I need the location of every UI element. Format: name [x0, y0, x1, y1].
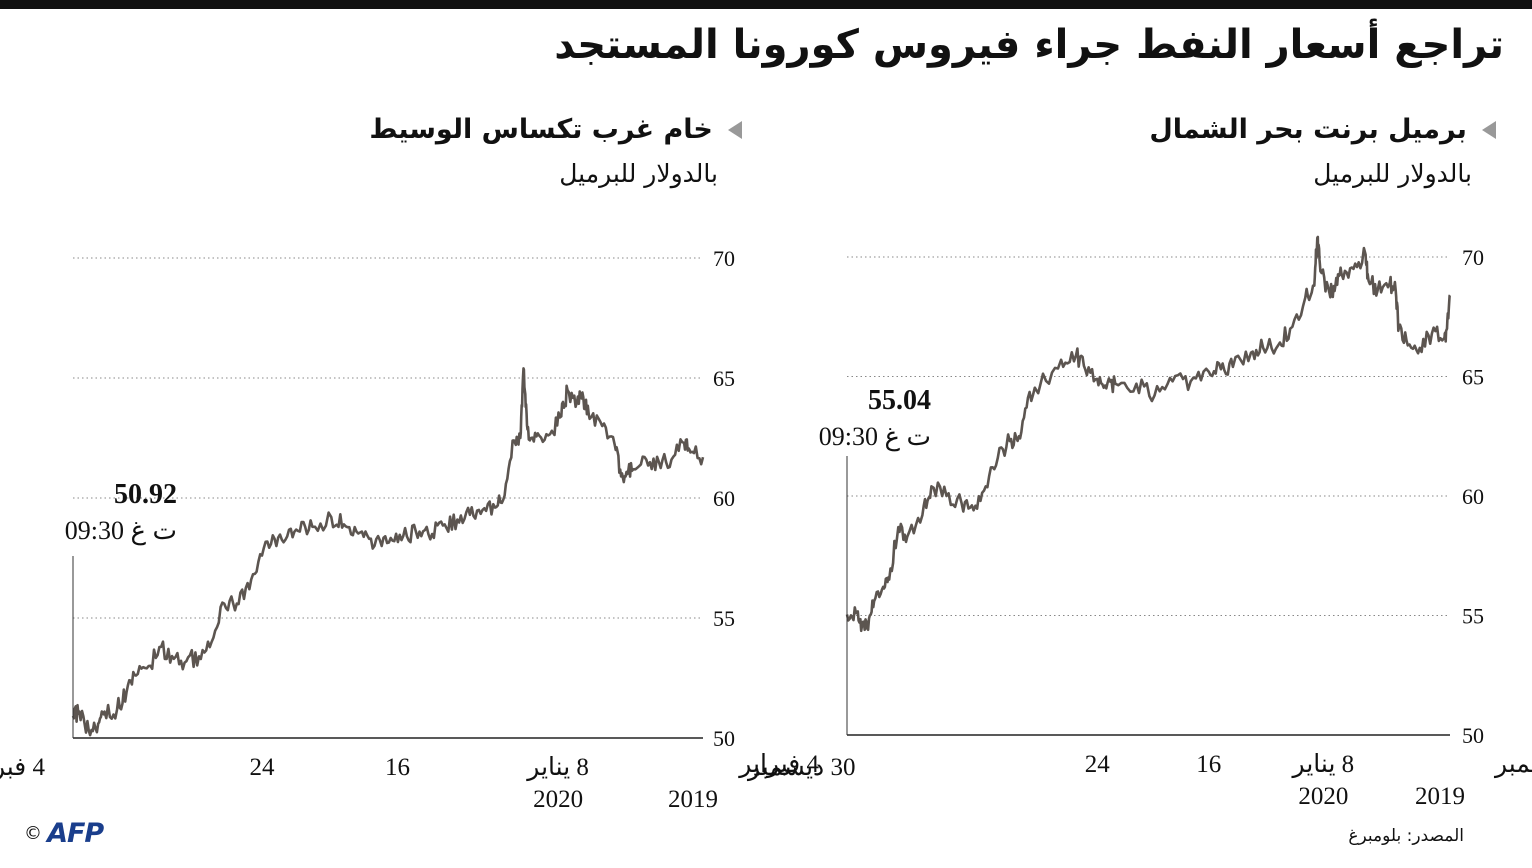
y-tick-label: 70 [713, 246, 735, 271]
wti-title: خام غرب تكساس الوسيط [369, 114, 713, 145]
x-tick-label: 16 [1196, 751, 1221, 778]
x-tick-label: 30 ديسمبر [746, 754, 855, 782]
annotation-time: 09:30 ت غ [65, 516, 177, 546]
y-tick-label: 60 [713, 486, 735, 511]
x-tick-label: 24 [1085, 751, 1111, 778]
x-tick-year: 2019 [1415, 783, 1465, 810]
annotation-time: 09:30 ت غ [819, 422, 931, 452]
x-tick-label: 4 فبراير [737, 751, 819, 779]
y-tick-label: 50 [1462, 723, 1484, 748]
source-note: المصدر: بلومبرغ [1348, 826, 1464, 846]
x-tick-label: 30 ديسمبر [1493, 751, 1532, 779]
y-tick-label: 55 [713, 606, 735, 631]
x-tick-year: 2019 [668, 786, 718, 813]
brent-header: برميل برنت بحر الشمال بالدولار للبرميل [1149, 114, 1496, 188]
x-tick-label: 16 [385, 754, 410, 781]
x-tick-label: 8 يناير [525, 754, 589, 782]
y-tick-label: 70 [1462, 245, 1484, 270]
triangle-marker-icon [728, 120, 742, 139]
page-title: تراجع أسعار النفط جراء فيروس كورونا المس… [554, 22, 1504, 68]
annotation-value: 50.92 [114, 479, 177, 510]
triangle-marker-icon [1482, 120, 1496, 139]
brent-title: برميل برنت بحر الشمال [1149, 114, 1467, 145]
x-tick-label: 8 يناير [1291, 751, 1355, 779]
annotation-value: 55.04 [868, 385, 931, 416]
y-tick-label: 65 [1462, 365, 1484, 390]
y-tick-label: 60 [1462, 484, 1484, 509]
x-tick-year: 2020 [533, 786, 583, 813]
price-series-line [71, 367, 705, 737]
brent-unit: بالدولار للبرميل [1313, 159, 1472, 188]
x-tick-year: 2020 [1298, 783, 1348, 810]
afp-logo: © AFP [24, 818, 104, 849]
y-tick-label: 50 [713, 726, 735, 751]
wti-header: خام غرب تكساس الوسيط بالدولار للبرميل [369, 114, 742, 188]
y-tick-label: 65 [713, 366, 735, 391]
x-tick-label: 4 فبراير [0, 754, 46, 782]
price-series-line [845, 235, 1452, 633]
afp-wordmark: AFP [47, 818, 104, 849]
copyright-symbol: © [24, 823, 42, 844]
top-rule [0, 0, 1532, 9]
wti-unit: بالدولار للبرميل [559, 159, 718, 188]
y-tick-label: 55 [1462, 604, 1484, 629]
x-tick-label: 24 [250, 754, 276, 781]
